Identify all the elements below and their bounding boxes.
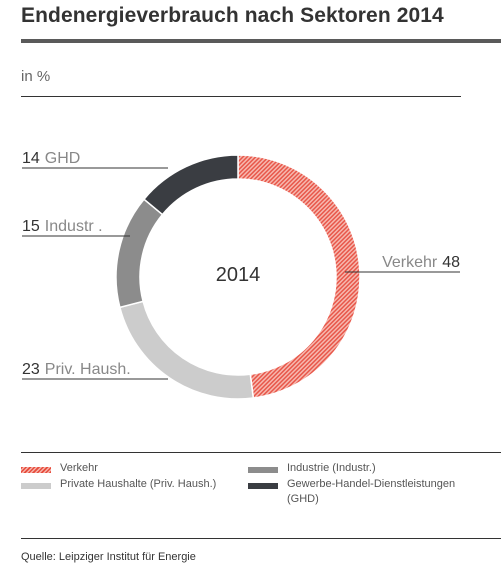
legend-label-ghd: Gewerbe-Handel-Dienstleistungen (GHD) bbox=[287, 478, 456, 505]
legend-label-private: Private Haushalte (Priv. Haush.) bbox=[60, 478, 217, 490]
label-private: 23 Priv. Haush. bbox=[22, 361, 131, 378]
legend-swatch-private bbox=[21, 483, 51, 489]
source-note: Quelle: Leipziger Institut für Energie bbox=[21, 551, 196, 563]
unit-label: in % bbox=[21, 68, 51, 85]
label-ghd: 14 GHD bbox=[22, 150, 80, 167]
slice-private bbox=[118, 300, 255, 400]
legend-swatch-ghd bbox=[248, 483, 278, 489]
legend-label-verkehr: Verkehr bbox=[60, 462, 98, 474]
name-ghd: GHD bbox=[45, 150, 81, 167]
slice-industrie bbox=[115, 198, 164, 309]
label-industrie: 15 Industr . bbox=[22, 218, 103, 235]
value-private: 23 bbox=[22, 361, 40, 378]
legend-rule bbox=[21, 452, 501, 453]
value-verkehr: 48 bbox=[442, 254, 460, 271]
slice-ghd bbox=[142, 154, 239, 216]
unit-rule bbox=[21, 96, 461, 97]
legend-swatch-industrie bbox=[248, 467, 278, 473]
chart-title: Endenergieverbrauch nach Sektoren 2014 bbox=[21, 4, 444, 27]
legend-swatch-verkehr bbox=[21, 467, 51, 473]
name-verkehr: Verkehr bbox=[382, 254, 438, 271]
name-private: Priv. Haush. bbox=[45, 361, 131, 378]
name-industrie: Industr . bbox=[45, 218, 103, 235]
source-rule bbox=[21, 538, 501, 539]
value-industrie: 15 bbox=[22, 218, 40, 235]
value-ghd: 14 bbox=[22, 150, 40, 167]
label-verkehr: Verkehr 48 bbox=[382, 254, 460, 271]
title-rule bbox=[21, 39, 501, 43]
donut-chart: 2014 14 GHD 15 Industr . 23 Priv. Haush. Ve… bbox=[22, 150, 460, 400]
center-year-label: 2014 bbox=[216, 264, 261, 286]
legend-label-industrie: Industrie (Industr.) bbox=[287, 462, 376, 474]
